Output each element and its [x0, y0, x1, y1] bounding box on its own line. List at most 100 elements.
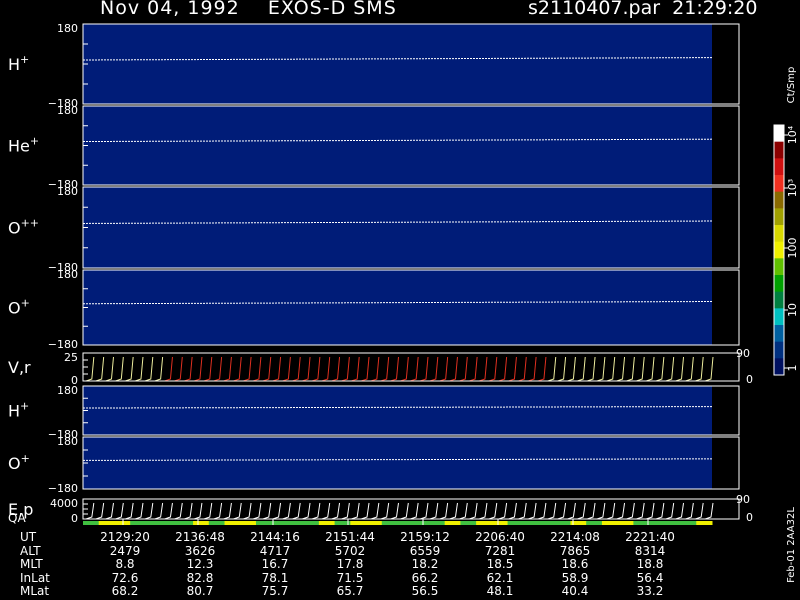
panel-background	[83, 106, 712, 185]
y-axis-min: 0	[71, 374, 78, 387]
sweep-trace	[665, 356, 675, 382]
qa-segment	[428, 521, 446, 525]
table-row: UT 2129:20 2136:48 2144:16 2151:44 2159:12 220…	[0, 530, 760, 544]
table-row: ALT 2479 3626 4717 5702 6559 7281 7865 8314	[0, 543, 760, 558]
sweep-trace	[636, 356, 645, 382]
panel-margin	[712, 270, 740, 345]
sweep-trace	[302, 356, 311, 382]
sweep-trace	[144, 502, 154, 520]
sweep-trace	[341, 356, 350, 382]
y-axis-max: 180	[57, 185, 78, 198]
sweep-trace	[606, 502, 616, 520]
qa-segment	[460, 521, 477, 525]
sweep-trace	[144, 356, 154, 382]
qa-segment	[523, 521, 540, 525]
sweep-trace	[508, 502, 517, 520]
chart-title: Nov 04, 1992 EXOS-D SMS	[100, 0, 397, 19]
panel-background	[83, 24, 712, 104]
colorbar-segment	[774, 308, 784, 326]
sweep-trace	[528, 502, 537, 520]
sweep-trace	[655, 356, 665, 382]
colorbar-segment	[774, 175, 784, 193]
sweep-trace	[105, 502, 114, 520]
sweep-trace	[105, 356, 114, 382]
sweep-trace	[587, 356, 596, 382]
sweep-trace	[439, 502, 449, 520]
qa-segment	[240, 521, 257, 525]
sweep-trace	[675, 356, 685, 382]
y-axis-min: −180	[48, 428, 78, 441]
table-cell: 4717	[259, 543, 291, 558]
qa-segment	[271, 521, 288, 525]
sweep-trace	[311, 502, 321, 520]
sweep-trace	[655, 502, 665, 520]
sweep-trace	[184, 356, 193, 382]
sweep-trace	[449, 356, 458, 382]
colorbar-label: 100	[786, 238, 799, 259]
table-cell: 58.9	[561, 570, 589, 585]
sweep-trace	[233, 356, 242, 382]
table-cell: 62.1	[486, 570, 514, 585]
sweep-trace	[429, 502, 439, 520]
sweep-trace	[547, 502, 557, 520]
sweep-trace	[164, 502, 173, 520]
qa-segment	[287, 521, 304, 525]
table-row: MLat 68.2 80.7 75.7 65.7 56.5 48.1 40.4 33.2	[0, 584, 760, 598]
table-cell: 12.3	[186, 557, 214, 571]
panel-label: H+	[8, 400, 29, 421]
sweep-trace	[292, 502, 301, 520]
sweep-trace	[685, 356, 694, 382]
sweep-trace	[203, 356, 213, 382]
sweep-trace	[243, 356, 252, 382]
sweep-trace	[223, 356, 232, 382]
table-row: InLat 72.6 82.8 78.1 71.5 66.2 62.1 58.9 56.4	[0, 570, 760, 585]
y-axis-min: −180	[48, 178, 78, 191]
panel-margin	[712, 187, 740, 268]
table-cell: 8.8	[115, 557, 135, 571]
sweep-trace	[498, 502, 508, 520]
side-label: Feb-01 2AA32L	[786, 507, 797, 583]
sweep-trace	[272, 502, 282, 520]
sweep-trace	[341, 502, 350, 520]
colorbar-segment	[774, 208, 784, 226]
sweep-trace	[213, 502, 223, 520]
y-axis-min: −180	[48, 482, 78, 495]
table-cell: 18.6	[561, 557, 589, 571]
panel-label: E,p	[8, 500, 33, 519]
y-axis-min: −180	[48, 261, 78, 274]
table-cell: 2129:20	[100, 530, 150, 544]
sweep-trace	[243, 502, 252, 520]
row-label: ALT	[20, 543, 41, 558]
sweep-trace	[184, 502, 193, 520]
qa-segment	[255, 521, 273, 525]
qa-segment	[381, 521, 398, 525]
row-label: InLat	[20, 570, 50, 585]
sweep-trace	[429, 356, 439, 382]
sweep-trace	[400, 502, 409, 520]
table-row: MLT 8.8 12.3 16.7 17.8 18.2 18.5 18.6 18.8	[0, 557, 760, 571]
sweep-trace	[577, 356, 586, 382]
sweep-trace	[695, 356, 704, 382]
table-cell: 80.7	[186, 584, 214, 598]
panel-background	[83, 386, 712, 435]
sweep-trace	[223, 502, 232, 520]
sweep-trace	[685, 502, 694, 520]
sweep-trace	[380, 356, 390, 382]
sweep-trace	[164, 356, 173, 382]
colorbar-label: 1	[786, 365, 799, 372]
panel-label: O+	[8, 452, 30, 473]
panel-label: O+	[8, 297, 30, 318]
sweep-trace	[321, 502, 331, 520]
qa-segment	[350, 521, 367, 525]
panel-label: H+	[8, 53, 29, 74]
qa-segment	[601, 521, 619, 525]
qa-segment	[397, 521, 414, 525]
colorbar-segment	[774, 241, 784, 259]
table-cell: 18.8	[636, 557, 664, 571]
table-cell: 65.7	[336, 584, 364, 598]
table-cell: 17.8	[336, 557, 364, 571]
table-cell: 75.7	[261, 584, 289, 598]
sweep-trace	[488, 502, 498, 520]
sweep-trace	[419, 502, 429, 520]
